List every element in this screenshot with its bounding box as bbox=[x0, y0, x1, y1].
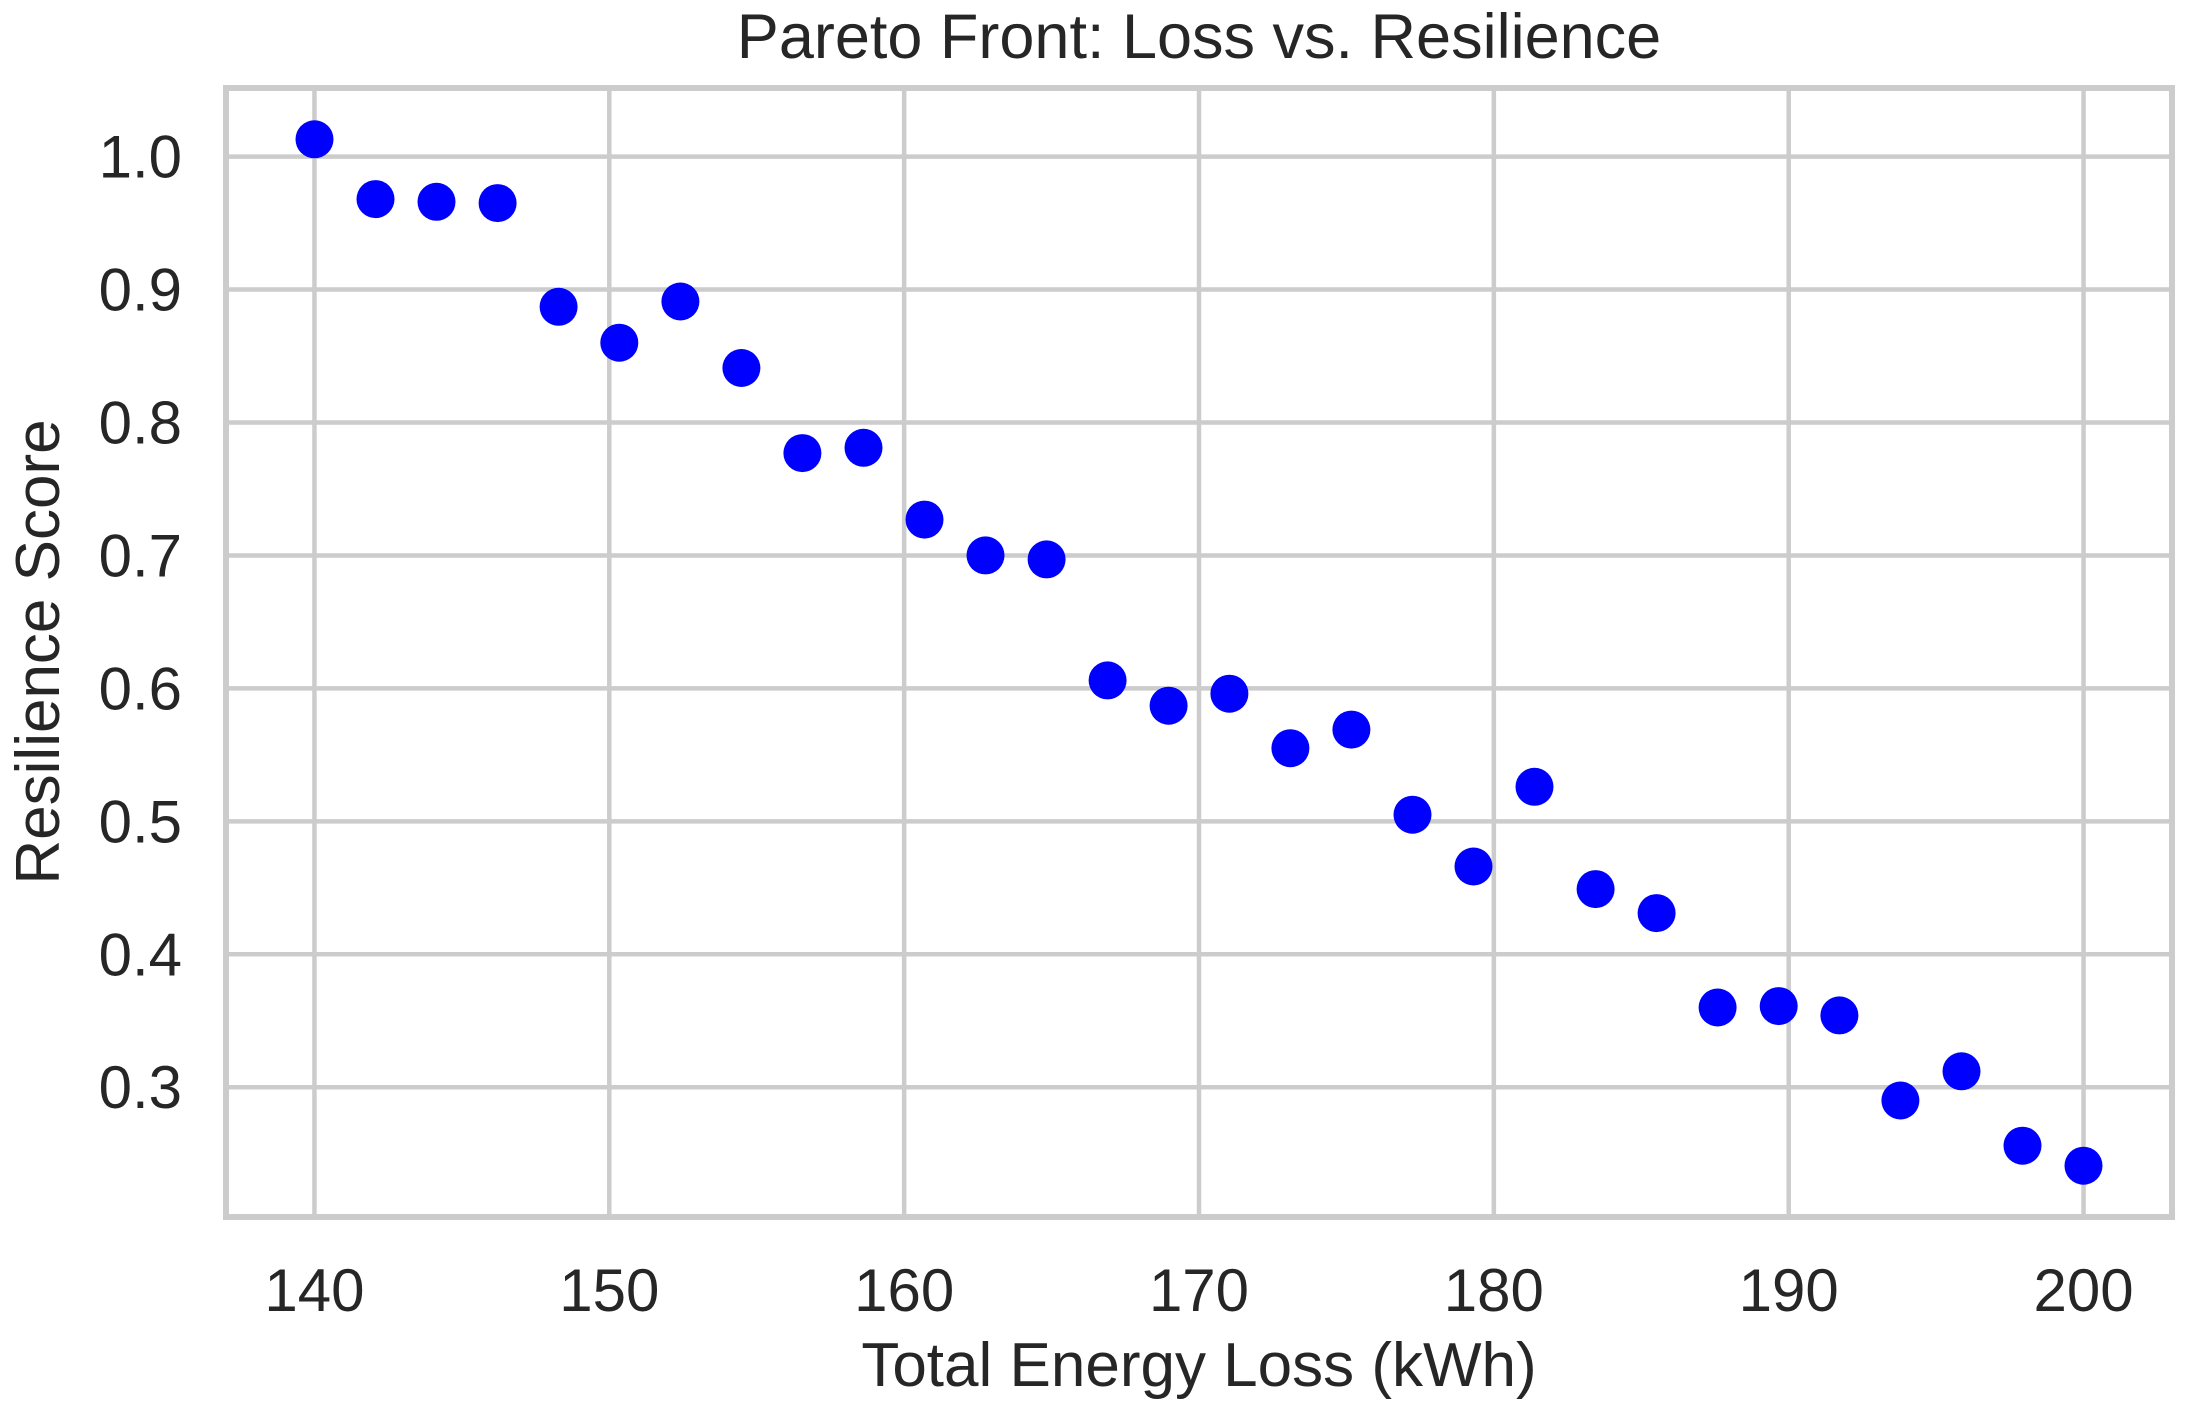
x-tick-label: 160 bbox=[854, 1257, 954, 1324]
data-point bbox=[1332, 710, 1371, 749]
data-point bbox=[600, 323, 639, 362]
y-tick-label: 0.6 bbox=[99, 655, 182, 722]
data-point bbox=[1759, 987, 1798, 1026]
x-tick-label: 190 bbox=[1739, 1257, 1839, 1324]
data-point bbox=[1271, 729, 1310, 768]
data-point bbox=[1881, 1081, 1920, 1120]
y-tick-label: 0.4 bbox=[99, 921, 182, 988]
plot-border bbox=[223, 85, 2175, 1220]
x-tick-label: 170 bbox=[1149, 1257, 1249, 1324]
x-tick-label: 180 bbox=[1444, 1257, 1544, 1324]
data-point bbox=[905, 500, 944, 539]
data-point bbox=[1576, 870, 1615, 909]
data-point bbox=[2003, 1126, 2042, 1165]
data-point bbox=[1515, 767, 1554, 806]
data-point bbox=[661, 282, 700, 321]
data-point bbox=[1698, 988, 1737, 1027]
y-tick-label: 0.7 bbox=[99, 522, 182, 589]
y-tick-label: 0.9 bbox=[99, 257, 182, 324]
data-point bbox=[1637, 894, 1676, 933]
data-point bbox=[417, 182, 456, 221]
chart-title: Pareto Front: Loss vs. Resilience bbox=[737, 2, 1661, 72]
data-point bbox=[722, 349, 761, 387]
y-tick-label: 1.0 bbox=[99, 124, 182, 191]
data-point bbox=[1820, 996, 1859, 1035]
x-axis-label: Total Energy Loss (kWh) bbox=[861, 1331, 1536, 1400]
points-layer bbox=[295, 120, 2103, 1185]
data-point bbox=[1027, 540, 1066, 579]
y-axis-label: Resilience Score bbox=[4, 419, 73, 884]
data-point bbox=[1210, 674, 1249, 713]
x-tick-label: 150 bbox=[559, 1257, 659, 1324]
data-point bbox=[1942, 1052, 1981, 1091]
data-point bbox=[1149, 686, 1188, 725]
y-tick-label: 0.3 bbox=[99, 1054, 182, 1121]
data-point bbox=[539, 287, 578, 326]
data-point bbox=[1088, 661, 1127, 700]
x-tick-label: 200 bbox=[2033, 1257, 2133, 1324]
y-tick-label: 0.8 bbox=[99, 389, 182, 456]
data-point bbox=[295, 120, 334, 159]
data-point bbox=[966, 536, 1005, 575]
grid-layer bbox=[226, 88, 2172, 1217]
y-tick-label: 0.5 bbox=[99, 788, 182, 855]
data-point bbox=[478, 184, 517, 223]
data-point bbox=[1454, 847, 1493, 886]
data-point bbox=[2064, 1146, 2103, 1185]
data-point bbox=[356, 180, 395, 219]
data-point bbox=[1393, 795, 1432, 834]
x-tick-label: 140 bbox=[264, 1257, 364, 1324]
data-point bbox=[783, 434, 822, 473]
y-tick-labels: 0.3 0.4 0.5 0.6 0.7 0.8 0.9 1.0 bbox=[99, 124, 182, 1122]
data-point bbox=[844, 428, 883, 467]
x-tick-labels: 140 150 160 170 180 190 200 bbox=[264, 1257, 2133, 1324]
